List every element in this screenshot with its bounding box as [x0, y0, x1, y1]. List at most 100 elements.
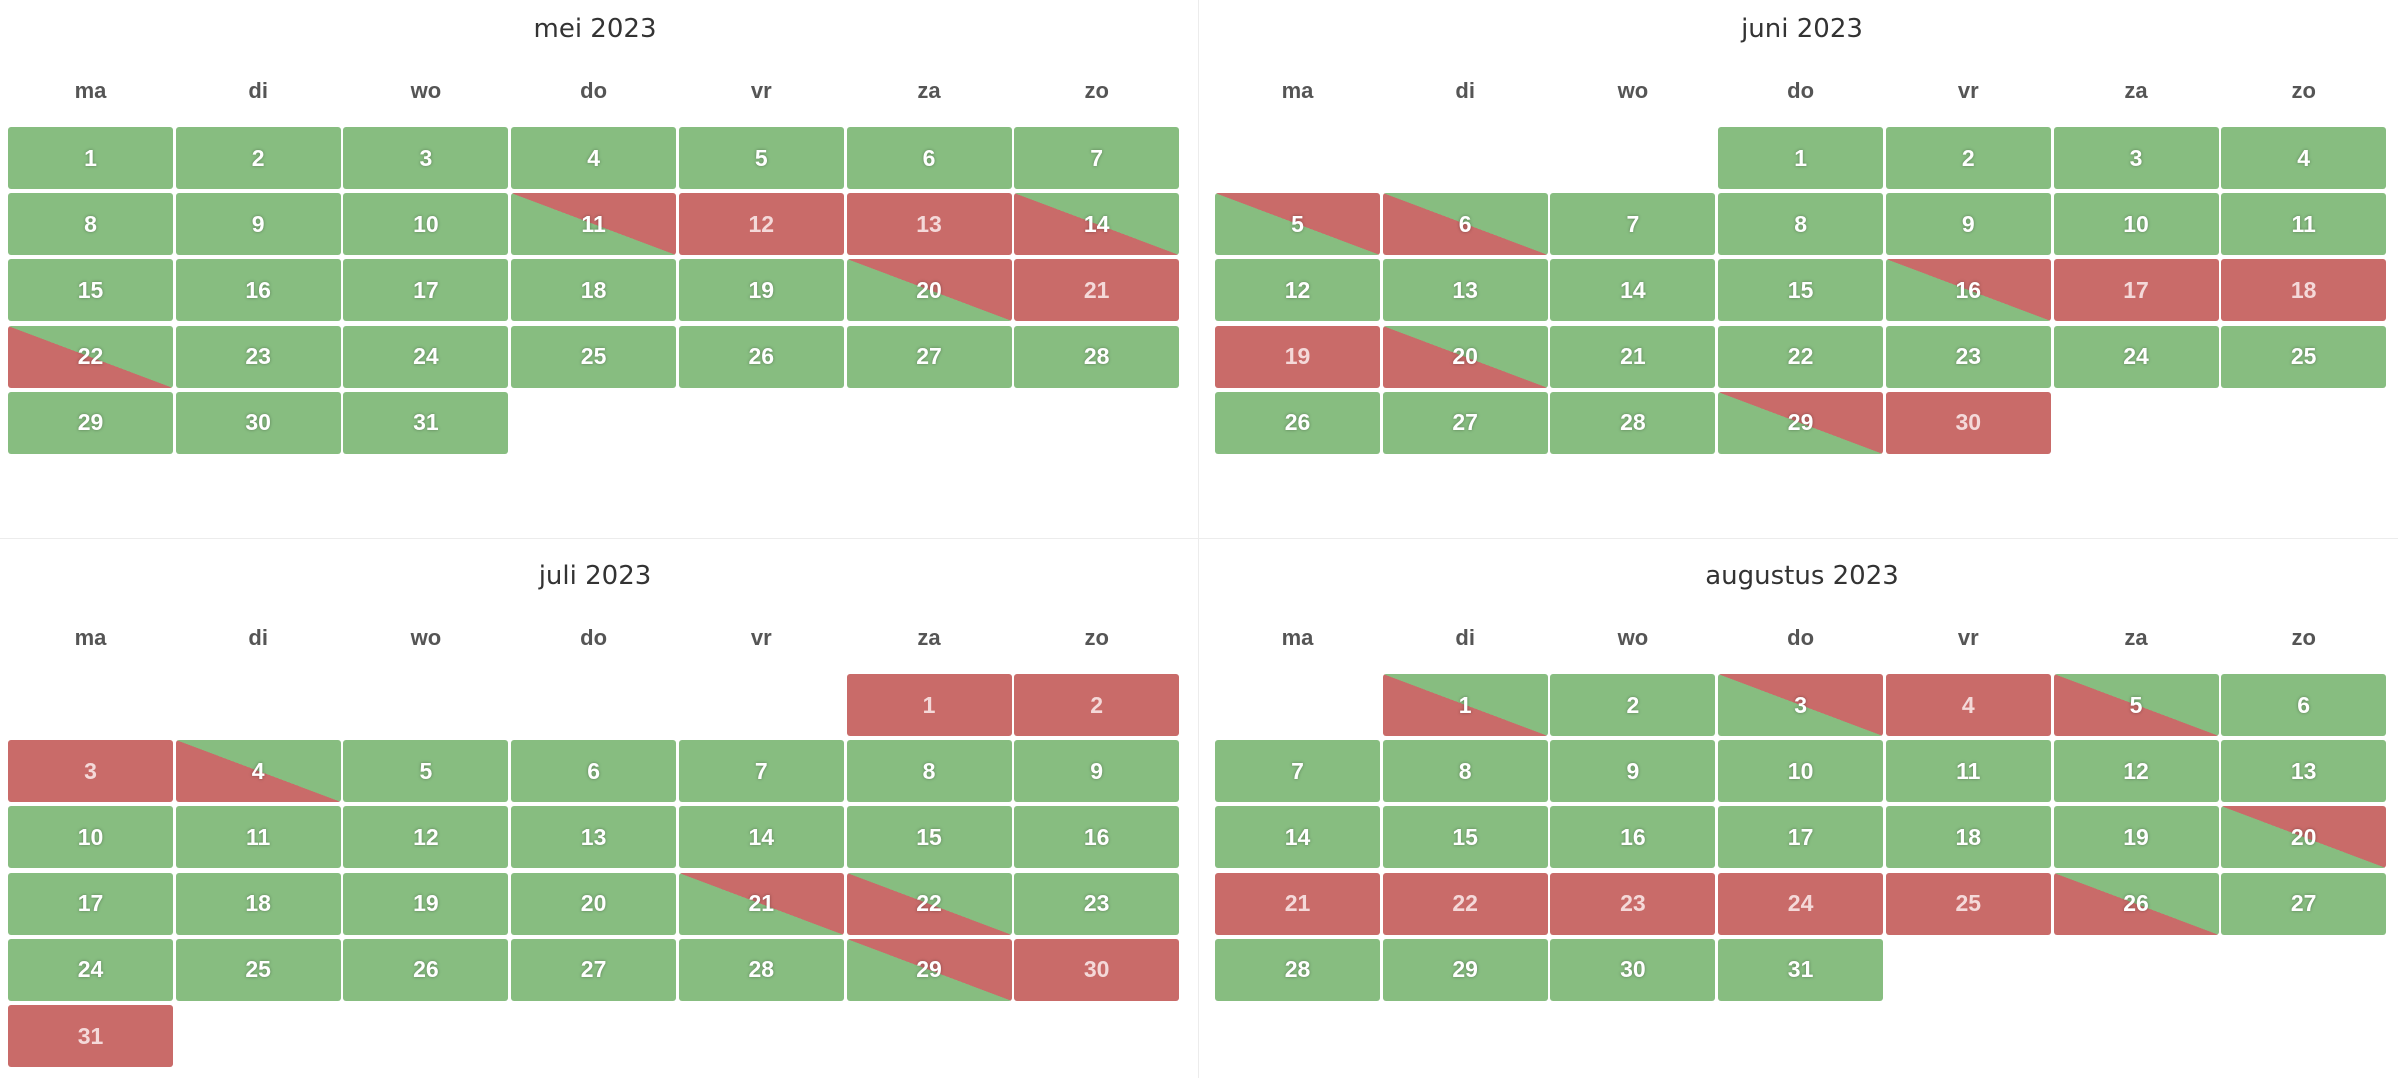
- day-cell[interactable]: 14: [678, 806, 844, 869]
- day-cell[interactable]: 16: [175, 259, 341, 322]
- day-cell[interactable]: 31: [8, 1005, 173, 1067]
- day-cell[interactable]: 31: [1718, 938, 1884, 1001]
- day-cell[interactable]: 8: [1382, 740, 1548, 803]
- day-cell[interactable]: 19: [2053, 806, 2219, 869]
- day-cell[interactable]: 24: [2053, 325, 2219, 388]
- day-cell[interactable]: 20: [1382, 325, 1548, 388]
- day-cell[interactable]: 21: [678, 872, 844, 935]
- day-cell[interactable]: 1: [846, 674, 1012, 736]
- day-cell[interactable]: 1: [1382, 674, 1548, 736]
- day-cell[interactable]: 25: [1885, 872, 2051, 935]
- day-cell[interactable]: 8: [8, 193, 173, 256]
- day-cell[interactable]: 23: [1550, 872, 1716, 935]
- day-cell[interactable]: 23: [1885, 325, 2051, 388]
- day-cell[interactable]: 20: [846, 259, 1012, 322]
- day-cell[interactable]: 6: [846, 127, 1012, 189]
- day-cell[interactable]: 2: [175, 127, 341, 189]
- day-cell[interactable]: 30: [1885, 391, 2051, 454]
- day-cell[interactable]: 31: [343, 391, 509, 454]
- day-cell[interactable]: 11: [2221, 193, 2387, 256]
- day-cell[interactable]: 23: [175, 325, 341, 388]
- day-cell[interactable]: 5: [2053, 674, 2219, 736]
- day-cell[interactable]: 30: [1014, 938, 1180, 1001]
- day-cell[interactable]: 11: [511, 193, 677, 256]
- day-cell[interactable]: 15: [8, 259, 173, 322]
- day-cell[interactable]: 12: [343, 806, 509, 869]
- day-cell[interactable]: 26: [2053, 872, 2219, 935]
- day-cell[interactable]: 8: [846, 740, 1012, 803]
- day-cell[interactable]: 24: [8, 938, 173, 1001]
- day-cell[interactable]: 9: [1014, 740, 1180, 803]
- day-cell[interactable]: 30: [175, 391, 341, 454]
- day-cell[interactable]: 1: [8, 127, 173, 189]
- day-cell[interactable]: 4: [511, 127, 677, 189]
- day-cell[interactable]: 2: [1550, 674, 1716, 736]
- day-cell[interactable]: 27: [846, 325, 1012, 388]
- day-cell[interactable]: 8: [1718, 193, 1884, 256]
- day-cell[interactable]: 6: [2221, 674, 2387, 736]
- day-cell[interactable]: 1: [1718, 127, 1884, 189]
- day-cell[interactable]: 27: [2221, 872, 2387, 935]
- day-cell[interactable]: 12: [2053, 740, 2219, 803]
- day-cell[interactable]: 28: [1215, 938, 1380, 1001]
- day-cell[interactable]: 9: [175, 193, 341, 256]
- day-cell[interactable]: 22: [1382, 872, 1548, 935]
- day-cell[interactable]: 10: [2053, 193, 2219, 256]
- day-cell[interactable]: 18: [511, 259, 677, 322]
- day-cell[interactable]: 27: [511, 938, 677, 1001]
- day-cell[interactable]: 19: [1215, 325, 1380, 388]
- day-cell[interactable]: 25: [2221, 325, 2387, 388]
- day-cell[interactable]: 29: [1382, 938, 1548, 1001]
- day-cell[interactable]: 11: [175, 806, 341, 869]
- day-cell[interactable]: 17: [343, 259, 509, 322]
- day-cell[interactable]: 7: [678, 740, 844, 803]
- day-cell[interactable]: 21: [1215, 872, 1380, 935]
- day-cell[interactable]: 14: [1550, 259, 1716, 322]
- day-cell[interactable]: 6: [511, 740, 677, 803]
- day-cell[interactable]: 17: [1718, 806, 1884, 869]
- day-cell[interactable]: 7: [1215, 740, 1380, 803]
- day-cell[interactable]: 7: [1014, 127, 1180, 189]
- day-cell[interactable]: 19: [678, 259, 844, 322]
- day-cell[interactable]: 28: [678, 938, 844, 1001]
- day-cell[interactable]: 13: [846, 193, 1012, 256]
- day-cell[interactable]: 6: [1382, 193, 1548, 256]
- day-cell[interactable]: 25: [511, 325, 677, 388]
- day-cell[interactable]: 5: [1215, 193, 1380, 256]
- day-cell[interactable]: 14: [1215, 806, 1380, 869]
- day-cell[interactable]: 3: [2053, 127, 2219, 189]
- day-cell[interactable]: 26: [343, 938, 509, 1001]
- day-cell[interactable]: 27: [1382, 391, 1548, 454]
- day-cell[interactable]: 14: [1014, 193, 1180, 256]
- day-cell[interactable]: 9: [1885, 193, 2051, 256]
- day-cell[interactable]: 13: [2221, 740, 2387, 803]
- day-cell[interactable]: 22: [8, 325, 173, 388]
- day-cell[interactable]: 16: [1550, 806, 1716, 869]
- day-cell[interactable]: 16: [1014, 806, 1180, 869]
- day-cell[interactable]: 18: [1885, 806, 2051, 869]
- day-cell[interactable]: 4: [175, 740, 341, 803]
- day-cell[interactable]: 11: [1885, 740, 2051, 803]
- day-cell[interactable]: 25: [175, 938, 341, 1001]
- day-cell[interactable]: 3: [8, 740, 173, 803]
- day-cell[interactable]: 30: [1550, 938, 1716, 1001]
- day-cell[interactable]: 21: [1550, 325, 1716, 388]
- day-cell[interactable]: 22: [1718, 325, 1884, 388]
- day-cell[interactable]: 15: [1382, 806, 1548, 869]
- day-cell[interactable]: 26: [678, 325, 844, 388]
- day-cell[interactable]: 2: [1885, 127, 2051, 189]
- day-cell[interactable]: 2: [1014, 674, 1180, 736]
- day-cell[interactable]: 7: [1550, 193, 1716, 256]
- day-cell[interactable]: 29: [1718, 391, 1884, 454]
- day-cell[interactable]: 18: [2221, 259, 2387, 322]
- day-cell[interactable]: 4: [1885, 674, 2051, 736]
- day-cell[interactable]: 13: [511, 806, 677, 869]
- day-cell[interactable]: 29: [846, 938, 1012, 1001]
- day-cell[interactable]: 12: [678, 193, 844, 256]
- day-cell[interactable]: 24: [343, 325, 509, 388]
- day-cell[interactable]: 5: [343, 740, 509, 803]
- day-cell[interactable]: 20: [511, 872, 677, 935]
- day-cell[interactable]: 28: [1550, 391, 1716, 454]
- day-cell[interactable]: 13: [1382, 259, 1548, 322]
- day-cell[interactable]: 9: [1550, 740, 1716, 803]
